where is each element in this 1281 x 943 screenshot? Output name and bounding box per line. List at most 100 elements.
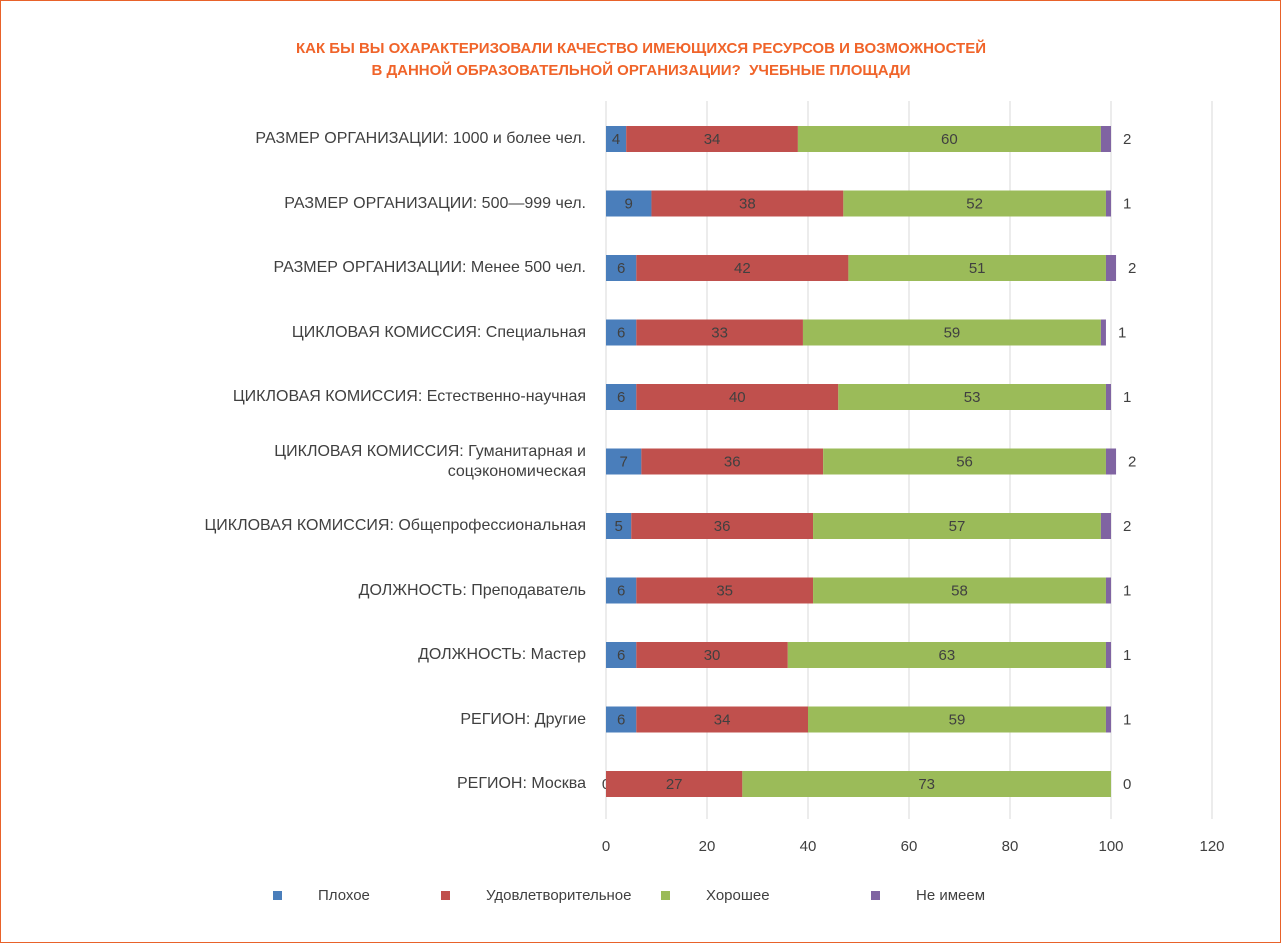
bar-segment [606, 319, 637, 346]
bar-segment [636, 255, 849, 281]
chart-title: В ДАННОЙ ОБРАЗОВАТЕЛЬНОЙ ОРГАНИЗАЦИИ? УЧ… [371, 61, 910, 79]
data-label: 1 [1123, 389, 1131, 406]
data-label: 2 [1123, 518, 1131, 535]
bar-segment [606, 448, 642, 475]
y-tick-label: РАЗМЕР ОРГАНИЗАЦИИ: Менее 500 чел. [273, 259, 586, 276]
data-label: 34 [704, 131, 721, 148]
data-label: 1 [1123, 195, 1131, 212]
bar-segment [651, 190, 844, 217]
data-label: 53 [964, 389, 981, 406]
y-tick-label: ЦИКЛОВАЯ КОМИССИЯ: Общепрофессиональная [204, 517, 586, 534]
data-label: 6 [617, 389, 625, 406]
x-tick-label: 0 [602, 838, 610, 855]
bar-segment [787, 642, 1106, 668]
bar-segment [1100, 319, 1106, 346]
data-label: 6 [617, 711, 625, 728]
data-label: 5 [614, 518, 622, 535]
bar-segment [848, 255, 1106, 281]
bar-segment [606, 771, 743, 797]
legend-swatch [871, 891, 880, 900]
bar-segment [808, 706, 1106, 733]
data-label: 57 [949, 518, 966, 535]
bar-segment [1100, 126, 1111, 152]
y-tick-label: РАЗМЕР ОРГАНИЗАЦИИ: 1000 и более чел. [255, 130, 586, 147]
data-label: 1 [1123, 711, 1131, 728]
x-tick-label: 20 [699, 838, 716, 855]
bar-segment [1105, 577, 1111, 604]
data-label: 0 [1123, 776, 1131, 793]
data-label: 4 [612, 131, 620, 148]
x-tick-label: 40 [800, 838, 817, 855]
data-label: 42 [734, 260, 751, 277]
data-label: 30 [704, 647, 721, 664]
bar-segment [797, 126, 1101, 152]
bar-segment [606, 642, 637, 668]
data-label: 2 [1128, 453, 1136, 470]
data-label: 51 [969, 260, 986, 277]
x-tick-label: 120 [1199, 838, 1224, 855]
data-label: 6 [617, 582, 625, 599]
y-tick-label: ДОЛЖНОСТЬ: Мастер [418, 646, 586, 663]
data-label: 38 [739, 195, 756, 212]
legend-swatch [273, 891, 282, 900]
data-label: 2 [1128, 260, 1136, 277]
bar-segment [636, 642, 788, 668]
data-label: 1 [1123, 582, 1131, 599]
legend-label: Удовлетворительное [486, 887, 632, 904]
legend-swatch [441, 891, 450, 900]
bar-segment [813, 513, 1101, 539]
bar-segment [606, 577, 637, 604]
bar-segment [606, 126, 627, 152]
bar-segment [641, 448, 824, 475]
bar-segment [1105, 642, 1111, 668]
bar-segment [1105, 706, 1111, 733]
data-label: 1 [1118, 324, 1126, 341]
x-tick-label: 60 [901, 838, 918, 855]
data-label: 56 [956, 453, 973, 470]
bar-segment [606, 384, 637, 410]
bar-segment [1100, 513, 1111, 539]
legend-label: Хорошее [706, 887, 770, 904]
bar-segment [636, 384, 839, 410]
bar-segment [843, 190, 1106, 217]
y-tick-label: ЦИКЛОВАЯ КОМИССИЯ: Гуманитарная и соцэко… [274, 442, 586, 480]
x-tick-label: 100 [1098, 838, 1123, 855]
x-tick-label: 80 [1002, 838, 1019, 855]
bar-segment [1105, 190, 1111, 217]
bar-segment [823, 448, 1106, 475]
data-label: 7 [620, 453, 628, 470]
data-label: 35 [716, 582, 733, 599]
bar-segment [1105, 448, 1117, 475]
bar-segment [1105, 255, 1117, 281]
bar-segment [802, 319, 1101, 346]
data-label: 40 [729, 389, 746, 406]
bar-segment [631, 513, 814, 539]
bar-segment [813, 577, 1106, 604]
data-label: 1 [1123, 647, 1131, 664]
bar-segment [606, 255, 637, 281]
bar-segment [838, 384, 1106, 410]
legend-label: Плохое [318, 887, 370, 904]
data-label: 63 [939, 647, 956, 664]
data-label: 34 [714, 711, 731, 728]
legend-swatch [661, 891, 670, 900]
y-tick-label: РЕГИОН: Москва [456, 775, 586, 792]
data-label: 27 [666, 776, 683, 793]
bar-segment [636, 319, 803, 346]
y-tick-label: ЦИКЛОВАЯ КОМИССИЯ: Естественно-научная [232, 388, 586, 405]
data-label: 6 [617, 647, 625, 664]
y-tick-label: ЦИКЛОВАЯ КОМИССИЯ: Специальная [291, 323, 586, 341]
legend-label: Не имеем [916, 887, 985, 904]
data-label: 36 [714, 518, 731, 535]
data-label: 6 [617, 260, 625, 277]
data-label: 73 [918, 776, 935, 793]
bar-segment [1105, 384, 1111, 410]
data-label: 9 [625, 195, 633, 212]
chart-title: КАК БЫ ВЫ ОХАРАКТЕРИЗОВАЛИ КАЧЕСТВО ИМЕЮ… [296, 39, 986, 57]
data-label: 59 [949, 711, 966, 728]
data-label: 33 [711, 324, 728, 341]
bar-segment [606, 706, 637, 733]
data-label: 60 [941, 131, 958, 148]
